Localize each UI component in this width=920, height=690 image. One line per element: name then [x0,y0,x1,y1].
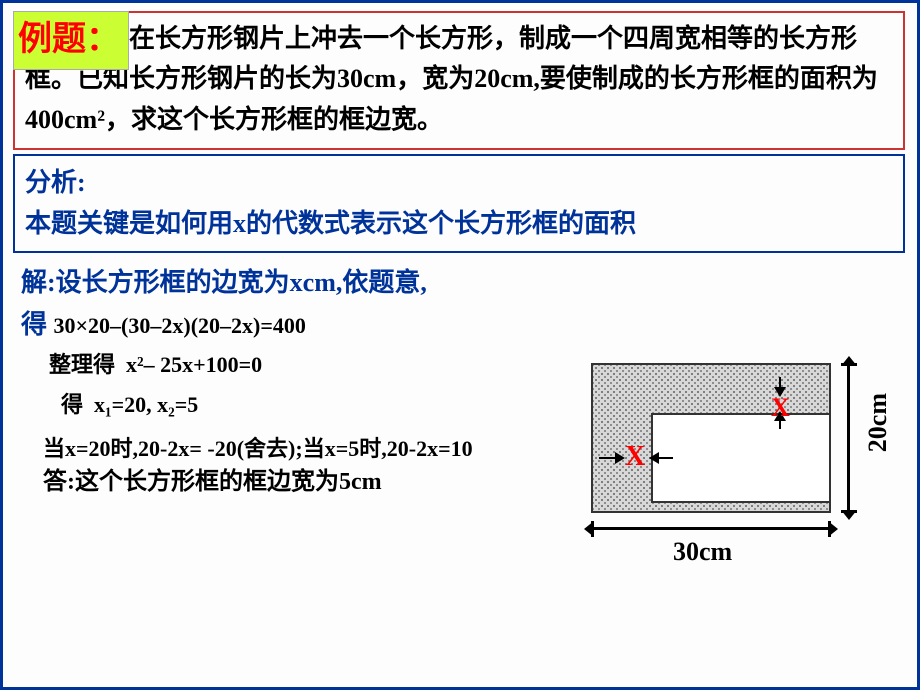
simplify-label: 整理得 [49,352,115,377]
solution-eq2: x²– 25x+100=0 [126,352,262,377]
solution-check: 当x=20时,20-2x= -20(舍去);当x=5时,20-2x=10 [43,432,576,466]
roots-label: 得 [61,392,83,417]
solution-setup-2: 得 30×20–(30–2x)(20–2x)=400 [21,305,576,345]
frame-inner [651,413,831,503]
dimension-height [841,363,857,513]
frame-outer: X X [591,363,831,513]
solution-eq1: 30×20–(30–2x)(20–2x)=400 [54,313,306,338]
problem-box: 例题： 在长方形钢片上冲去一个长方形，制成一个四周宽相等的长方形框。已知长方形钢… [13,11,905,150]
solution-setup-1: 解:设长方形框的边宽为xcm,依题意, [21,263,576,303]
solution-answer: 答:这个长方形框的框边宽为5cm [43,464,576,501]
roots-values: x₁=20, x₂=5 [94,392,198,417]
solution-simplify: 整理得 x²– 25x+100=0 [49,348,576,382]
arrow-left-right [599,457,623,459]
arrow-left-left [651,457,673,459]
variable-x-top: X [771,393,790,423]
label-30cm: 30cm [673,537,732,567]
example-label: 例题： [13,11,129,70]
analysis-label: 分析: [25,162,893,204]
setup2-prefix: 得 [21,310,47,339]
analysis-box: 分析: 本题关键是如何用x的代数式表示这个长方形框的面积 [13,154,905,253]
dimension-width [591,521,831,537]
problem-text: 在长方形钢片上冲去一个长方形，制成一个四周宽相等的长方形框。已知长方形钢片的长为… [25,19,893,140]
frame-figure: X X 20cm 30cm [563,333,893,583]
variable-x-left: X [625,441,645,473]
analysis-text: 本题关键是如何用x的代数式表示这个长方形框的面积 [25,203,893,245]
label-20cm: 20cm [863,393,893,452]
solution-roots: 得 x₁=20, x₂=5 [61,388,576,422]
